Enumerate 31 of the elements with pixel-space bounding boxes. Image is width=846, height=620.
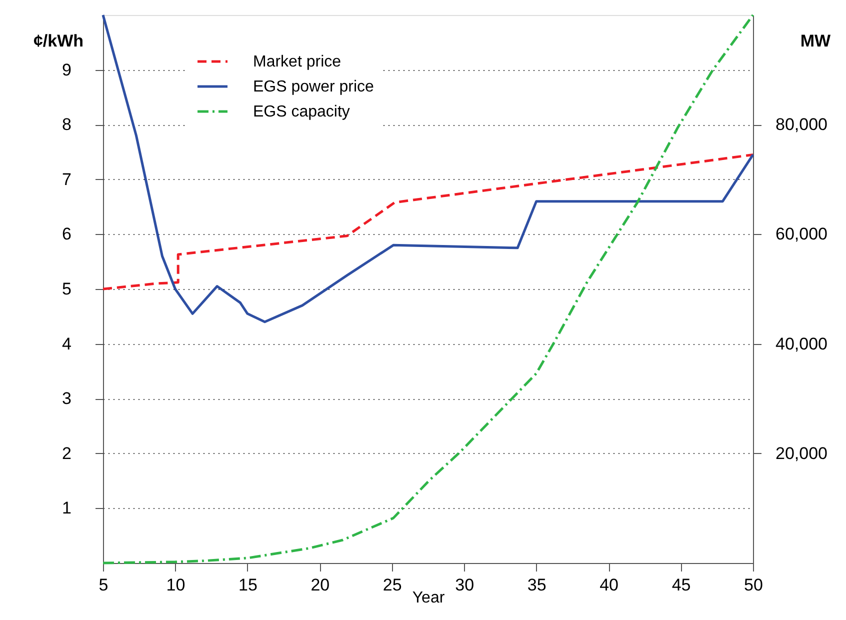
x-tick-label: 5 [98, 576, 108, 594]
y2-axis-title: MW [800, 32, 832, 50]
x-axis-title: Year [412, 590, 446, 606]
y-tick-label: 6 [62, 224, 72, 244]
y-tick-label: 1 [62, 498, 72, 518]
legend-label: EGS capacity [253, 104, 350, 120]
legend-label: Market price [253, 54, 342, 70]
y-tick-label: 9 [62, 60, 72, 80]
y-tick-label: 4 [62, 334, 72, 354]
legend-label: EGS power price [253, 78, 374, 96]
y-tick-label: 5 [62, 280, 72, 298]
y-axis-title: ¢/kWh [33, 32, 84, 50]
x-tick-label: 45 [672, 576, 691, 594]
x-tick-label: 30 [455, 576, 474, 594]
x-tick-label: 20 [310, 576, 330, 594]
y2-tick-label: 80,000 [776, 115, 828, 134]
y-tick-label: 2 [62, 444, 72, 463]
line-series [102, 153, 754, 290]
x-tick-label: 40 [600, 576, 619, 594]
x-tick-label: 15 [238, 576, 258, 594]
y-tick-label: 8 [62, 115, 72, 134]
x-tick-label: 50 [744, 576, 763, 594]
y2-tick-label: 60,000 [776, 224, 828, 244]
x-tick-label: 10 [166, 576, 186, 594]
y2-tick-label: 40,000 [776, 334, 828, 354]
y-tick-label: 7 [62, 170, 72, 189]
y2-tick-label: 20,000 [776, 444, 828, 463]
x-tick-label: 25 [382, 576, 402, 594]
x-tick-label: 35 [527, 576, 546, 594]
y-tick-label: 3 [62, 389, 72, 408]
line-series [102, 14, 754, 324]
